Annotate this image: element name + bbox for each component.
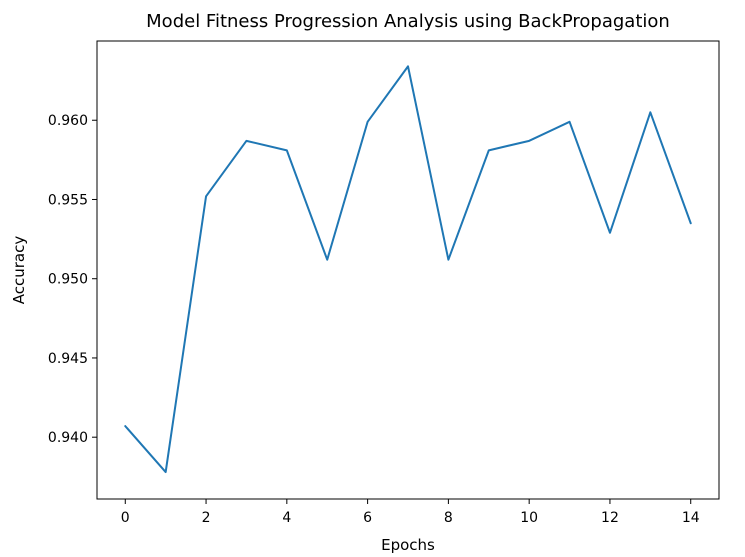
- y-tick-label: 0.950: [48, 272, 88, 288]
- data-point: [245, 140, 247, 142]
- data-point: [447, 259, 449, 261]
- data-point: [569, 121, 571, 123]
- data-point: [205, 195, 207, 197]
- data-point: [286, 149, 288, 151]
- x-tick-label: 0: [121, 510, 130, 526]
- y-tick-label: 0.960: [48, 113, 88, 129]
- x-axis: 0 2 4 6 8 10 12 14: [121, 499, 700, 526]
- plot-area-frame: [96, 40, 720, 500]
- chart-title: Model Fitness Progression Analysis using…: [146, 11, 670, 32]
- x-tick-label: 6: [363, 510, 372, 526]
- x-axis-label: Epochs: [381, 536, 435, 554]
- data-point: [528, 140, 530, 142]
- x-tick-label: 10: [520, 510, 538, 526]
- data-point: [649, 111, 651, 113]
- data-point: [165, 471, 167, 473]
- data-point: [488, 149, 490, 151]
- x-tick-label: 12: [601, 510, 619, 526]
- data-point: [690, 222, 692, 224]
- accuracy-series-line: [124, 65, 692, 474]
- data-point: [124, 425, 126, 427]
- x-tick-label: 4: [282, 510, 291, 526]
- data-point: [367, 121, 369, 123]
- y-tick-label: 0.945: [48, 351, 88, 367]
- y-tick-label: 0.955: [48, 192, 88, 208]
- y-tick-label: 0.940: [48, 430, 88, 446]
- y-axis: 0.940 0.945 0.950 0.955 0.960: [48, 113, 97, 446]
- y-axis-label: Accuracy: [10, 236, 28, 305]
- data-point: [326, 259, 328, 261]
- x-tick-label: 2: [202, 510, 211, 526]
- x-tick-label: 14: [682, 510, 700, 526]
- series-layer: [124, 65, 692, 474]
- data-point: [407, 65, 409, 67]
- x-tick-label: 8: [444, 510, 453, 526]
- data-point: [609, 232, 611, 234]
